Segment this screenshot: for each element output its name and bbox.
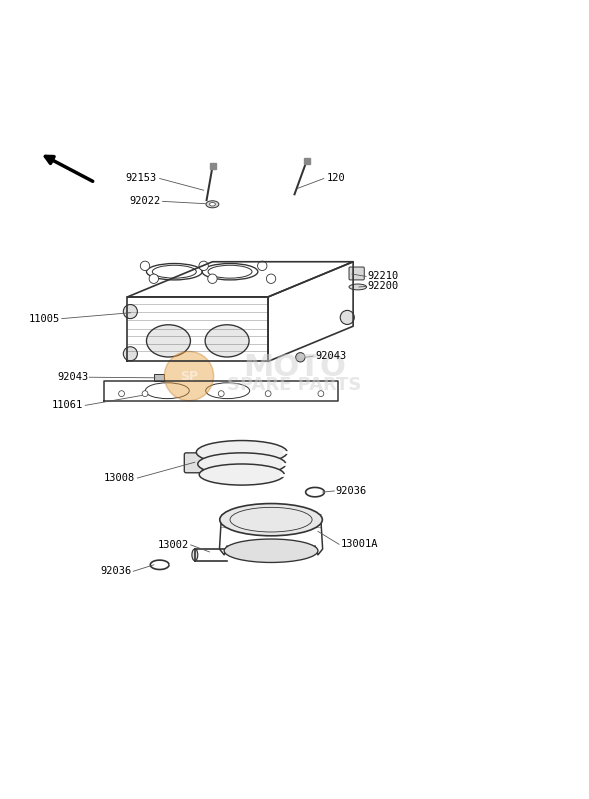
Bar [154,374,164,381]
Ellipse shape [349,284,366,290]
Text: 92036: 92036 [336,486,367,496]
Ellipse shape [210,202,216,206]
Ellipse shape [206,383,250,399]
Text: SPARE PARTS: SPARE PARTS [227,376,362,394]
Text: 92200: 92200 [368,281,399,292]
Circle shape [149,274,158,284]
Text: 11061: 11061 [52,400,84,411]
Circle shape [118,391,124,396]
Circle shape [318,391,324,396]
Ellipse shape [196,440,287,464]
Text: SP: SP [180,370,198,383]
Circle shape [208,274,217,284]
Text: 92043: 92043 [57,372,88,382]
Circle shape [340,310,355,324]
Ellipse shape [224,539,318,562]
Text: 92043: 92043 [315,351,346,361]
Ellipse shape [147,324,190,357]
Circle shape [142,391,148,396]
Circle shape [266,274,276,284]
Circle shape [257,261,267,271]
Circle shape [164,352,214,400]
Ellipse shape [145,383,189,399]
Text: MOTO: MOTO [243,352,346,382]
Text: 92036: 92036 [100,566,131,576]
Text: 120: 120 [327,173,346,184]
Ellipse shape [206,201,219,208]
Text: 13008: 13008 [104,473,135,483]
Text: 13002: 13002 [158,540,189,550]
FancyBboxPatch shape [184,453,203,473]
Circle shape [140,261,150,271]
Text: 92153: 92153 [125,173,157,184]
Ellipse shape [198,453,286,475]
Circle shape [296,352,305,362]
Ellipse shape [192,549,198,561]
Text: 13001A: 13001A [340,539,378,549]
Circle shape [265,391,271,396]
Text: 92210: 92210 [368,272,399,281]
Ellipse shape [220,503,322,536]
Text: 11005: 11005 [29,313,60,324]
FancyBboxPatch shape [349,267,364,280]
Circle shape [123,304,137,319]
Circle shape [219,391,224,396]
Circle shape [123,347,137,361]
Text: 92022: 92022 [130,197,161,206]
Ellipse shape [205,324,249,357]
Circle shape [199,261,209,271]
Ellipse shape [199,464,284,485]
